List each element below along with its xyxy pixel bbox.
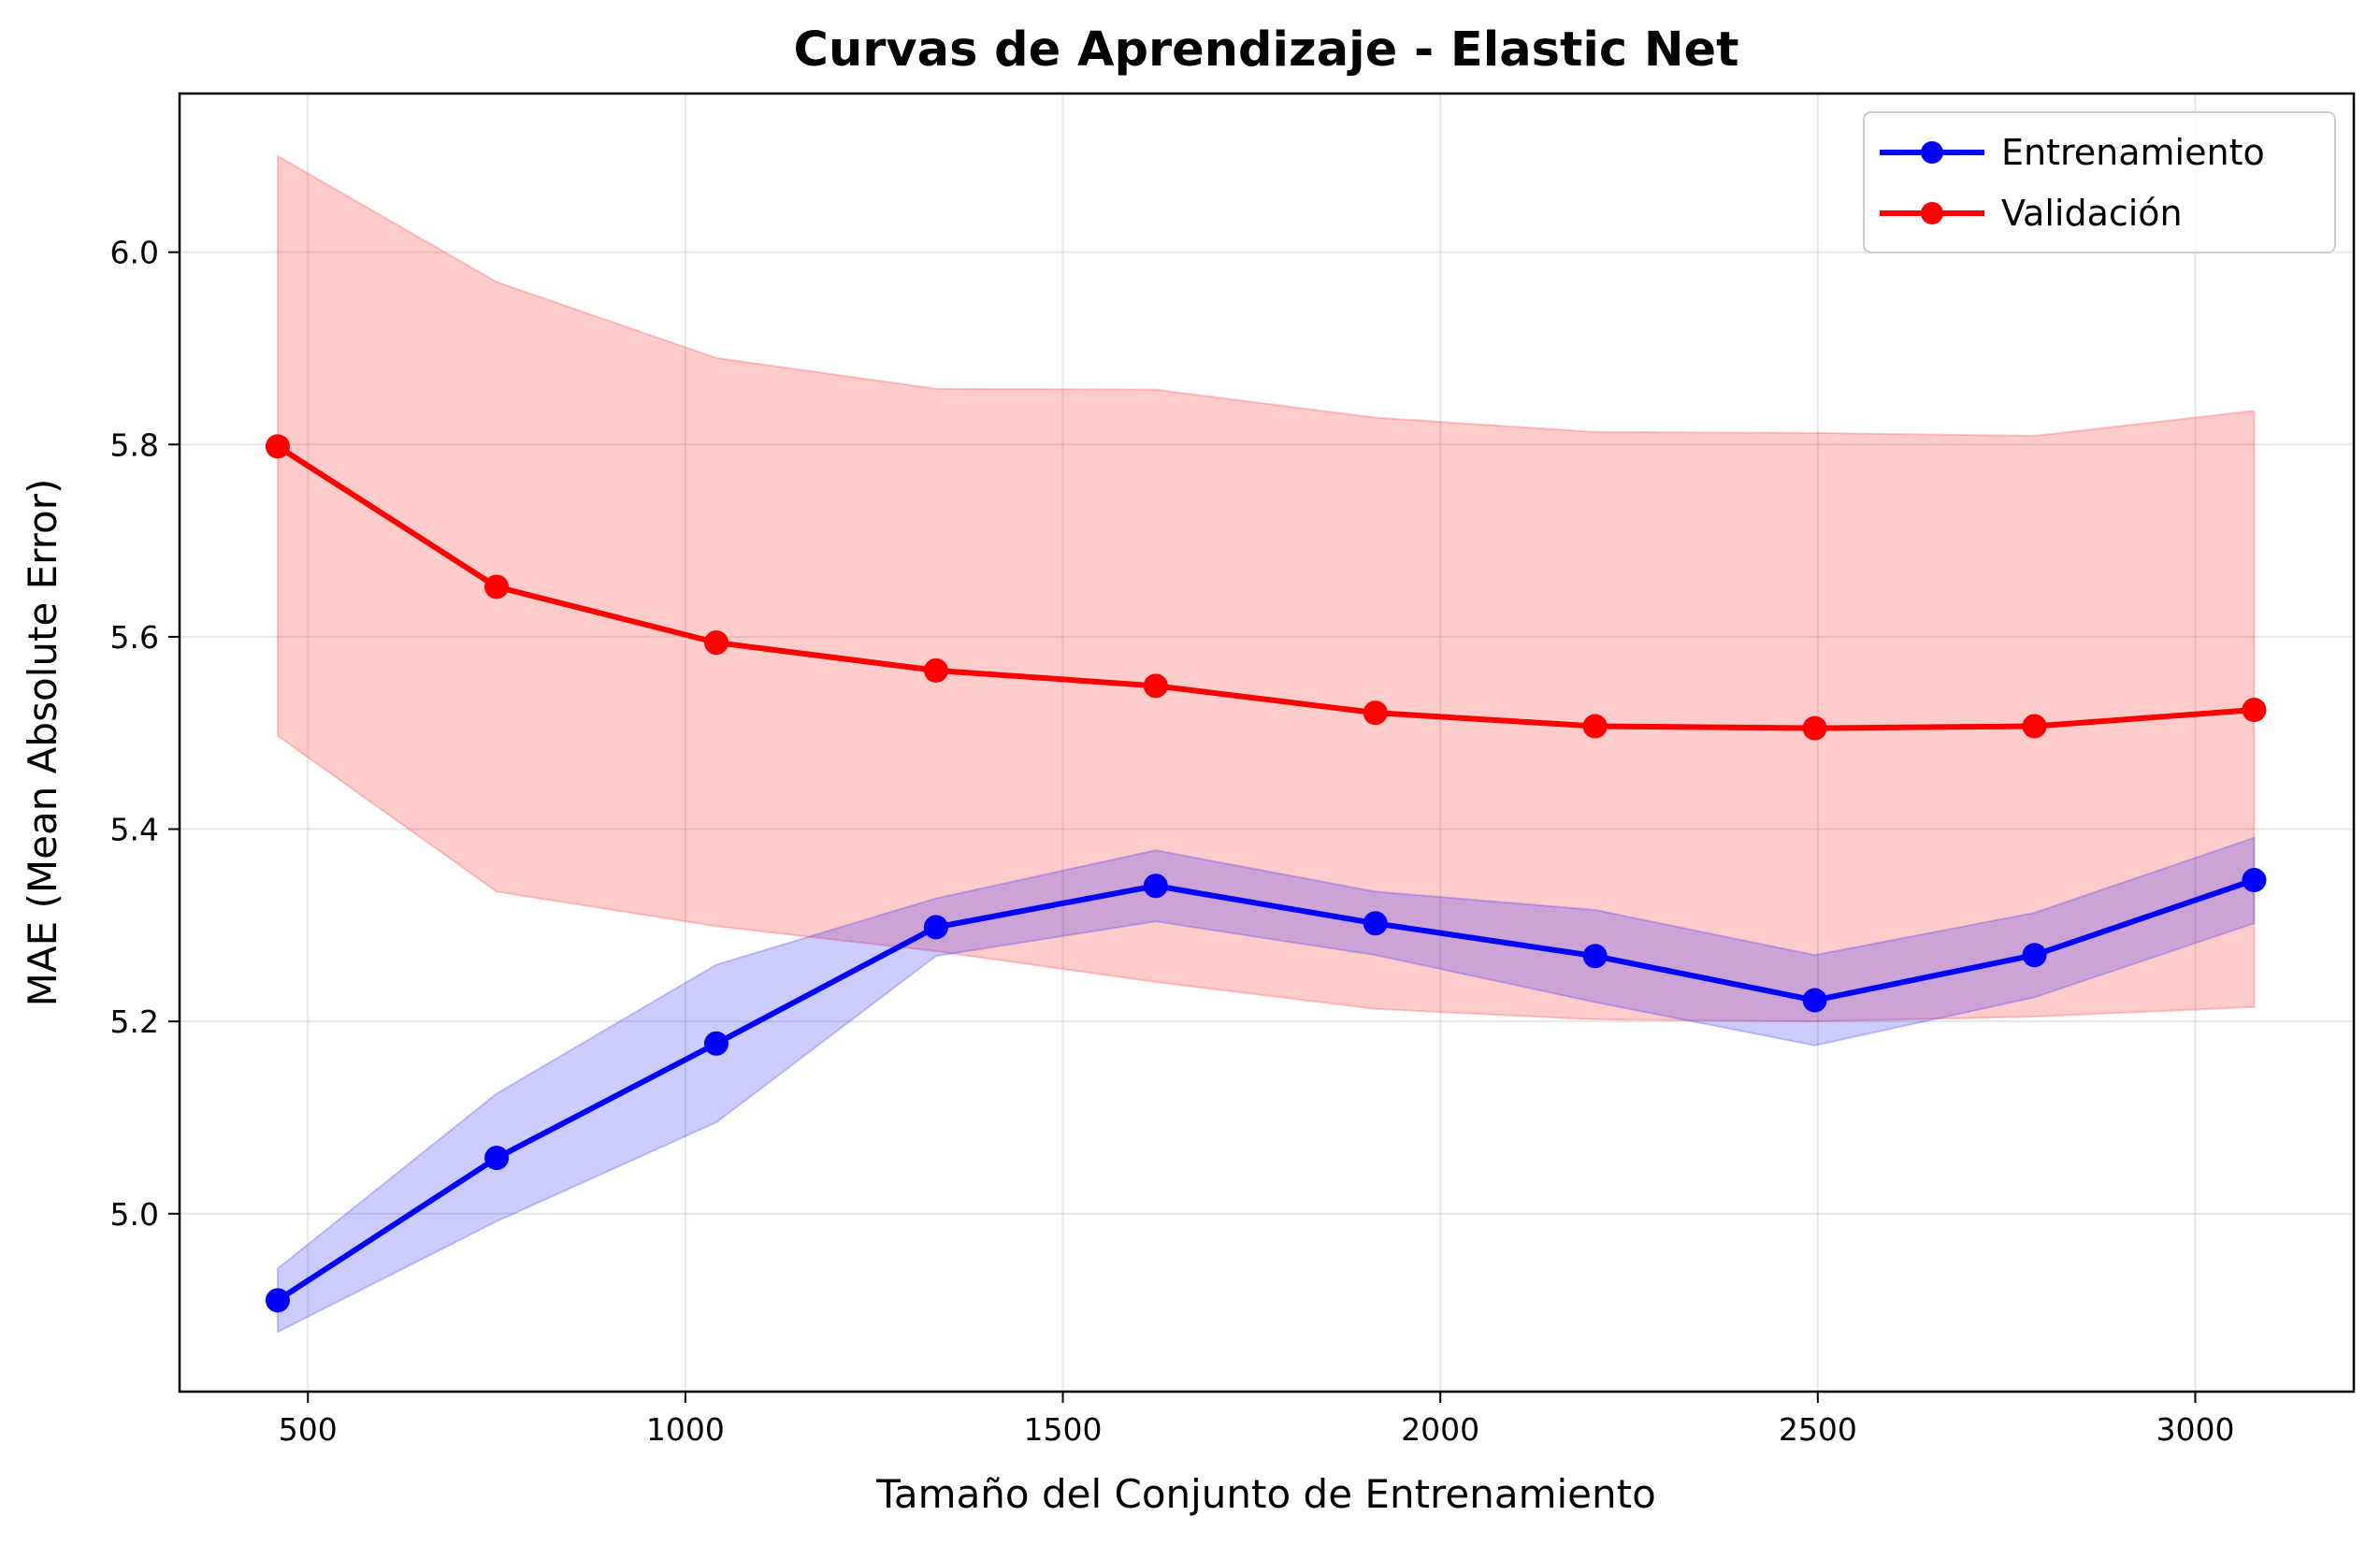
legend-marker-validacion (1921, 202, 1943, 224)
x-axis-ticks: 500 1000 1500 2000 2500 3000 (279, 1392, 2234, 1448)
point-entrenamiento (265, 1288, 290, 1313)
point-validacion (1363, 700, 1388, 726)
plot-area-frame (178, 92, 2356, 1393)
x-tick-label: 1000 (646, 1411, 725, 1448)
series-markers (265, 434, 2267, 1313)
x-tick-label: 2000 (1401, 1411, 1479, 1448)
y-tick-label: 5.2 (110, 1004, 159, 1040)
y-tick-label: 5.8 (110, 426, 159, 463)
confidence-bands (276, 154, 2256, 1334)
point-validacion (1802, 715, 1827, 741)
chart-title: Curvas de Aprendizaje - Elastic Net (794, 22, 1739, 78)
band-entrenamiento (276, 836, 2256, 1334)
y-axis-ticks: 5.0 5.2 5.4 5.6 5.8 6.0 (110, 235, 180, 1233)
x-tick-label: 500 (279, 1411, 338, 1448)
legend-label-validacion: Validación (2001, 193, 2183, 234)
line-validacion (274, 443, 2257, 731)
point-entrenamiento (1143, 874, 1168, 899)
point-entrenamiento (484, 1146, 510, 1171)
point-validacion (1582, 714, 1608, 739)
point-entrenamiento (703, 1031, 728, 1056)
y-tick-label: 5.6 (110, 619, 159, 656)
y-axis-label: MAE (Mean Absolute Error) (20, 479, 65, 1007)
line-entrenamiento (274, 877, 2257, 1304)
grid (180, 94, 2354, 1392)
legend-marker-entrenamiento (1921, 141, 1943, 164)
x-tick-label: 1500 (1024, 1411, 1103, 1448)
point-validacion (1143, 673, 1168, 699)
point-entrenamiento (1363, 911, 1388, 936)
point-validacion (484, 574, 510, 599)
point-validacion (2242, 698, 2267, 723)
y-tick-label: 5.4 (110, 812, 159, 848)
x-axis-label: Tamaño del Conjunto de Entrenamiento (875, 1471, 1656, 1517)
band-validacion (276, 154, 2256, 1023)
legend: Entrenamiento Validación (1863, 111, 2336, 253)
point-entrenamiento (1582, 944, 1608, 969)
point-validacion (923, 657, 948, 683)
series-lines (274, 443, 2257, 1304)
x-tick-label: 2500 (1779, 1411, 1857, 1448)
x-tick-label: 3000 (2156, 1411, 2234, 1448)
point-validacion (265, 434, 290, 459)
legend-box (1863, 111, 2336, 253)
point-entrenamiento (2242, 868, 2267, 893)
point-validacion (703, 630, 728, 656)
point-entrenamiento (923, 915, 948, 940)
legend-label-entrenamiento: Entrenamiento (2001, 132, 2265, 173)
y-tick-label: 5.0 (110, 1196, 159, 1233)
point-entrenamiento (1802, 988, 1827, 1013)
point-entrenamiento (2022, 943, 2047, 968)
y-tick-label: 6.0 (110, 235, 159, 271)
point-validacion (2022, 714, 2047, 739)
